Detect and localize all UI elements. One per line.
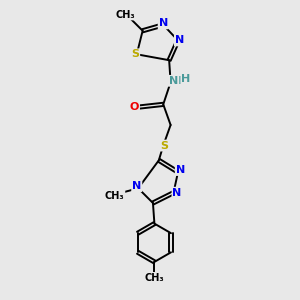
Text: N: N <box>176 165 185 175</box>
Text: CH₃: CH₃ <box>105 190 124 201</box>
Text: CH₃: CH₃ <box>115 10 135 20</box>
Text: N: N <box>159 18 168 28</box>
Text: CH₃: CH₃ <box>145 273 164 283</box>
Text: S: S <box>161 141 169 151</box>
Text: N: N <box>172 188 182 198</box>
Text: S: S <box>131 49 139 59</box>
Text: O: O <box>130 102 139 112</box>
Text: NH: NH <box>169 76 187 86</box>
Text: H: H <box>181 74 190 84</box>
Text: N: N <box>132 181 141 191</box>
Text: N: N <box>175 35 184 46</box>
